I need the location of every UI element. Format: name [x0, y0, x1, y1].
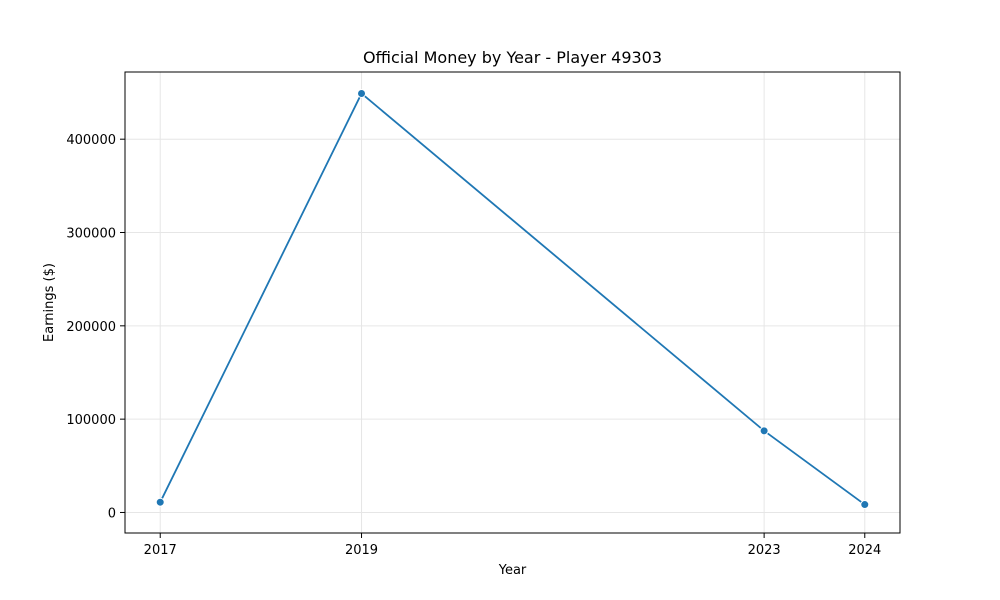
y-tick-label: 100000 [66, 413, 116, 428]
x-tick-label: 2017 [144, 543, 177, 558]
y-tick-label: 300000 [66, 227, 116, 242]
y-tick-label: 400000 [66, 133, 116, 148]
grid [125, 72, 900, 533]
data-point[interactable] [759, 426, 769, 436]
x-tick-label: 2019 [345, 543, 378, 558]
y-tick-label: 200000 [66, 320, 116, 335]
axes-frame [124, 71, 901, 534]
series-line [159, 92, 866, 506]
data-point[interactable] [155, 497, 165, 507]
y-tick-label: 0 [108, 506, 116, 521]
x-tick-label: 2023 [748, 543, 781, 558]
series-layer [155, 88, 870, 510]
data-point[interactable] [357, 88, 367, 98]
ticks: 2017 2019 2023 2024 0 100000 200000 300000 40000… [66, 133, 881, 558]
x-axis-label: Year [498, 563, 527, 578]
x-tick-label: 2024 [848, 543, 881, 558]
data-point[interactable] [860, 500, 870, 510]
chart-title: Official Money by Year - Player 49303 [363, 48, 662, 67]
y-axis-label: Earnings ($) [42, 263, 57, 342]
